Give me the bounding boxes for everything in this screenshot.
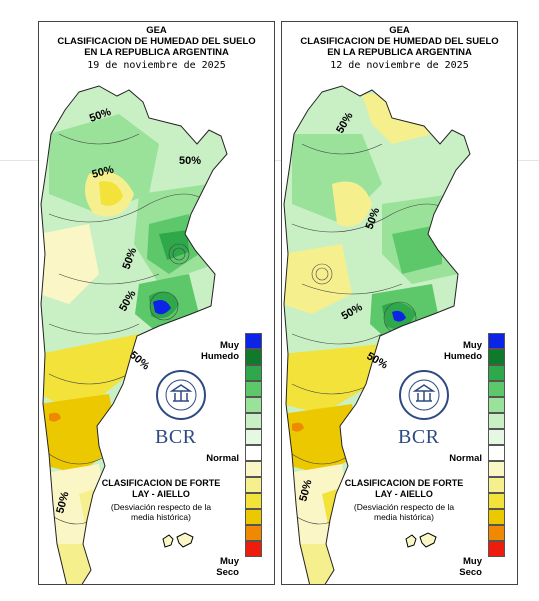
contour-label: 50%: [91, 164, 116, 181]
soil-moisture-map-panel-previous: GEA CLASIFICACION DE HUMEDAD DEL SUELO E…: [281, 21, 518, 585]
contour-label: 50%: [179, 155, 201, 167]
legend-label-normal: Normal: [206, 453, 239, 464]
legend-swatch: [245, 397, 262, 413]
malvinas-islands: [405, 532, 437, 548]
legend-swatch: [488, 493, 505, 509]
map-date: 12 de noviembre de 2025: [330, 60, 469, 71]
legend-swatch: [488, 333, 505, 349]
map-date: 19 de noviembre de 2025: [87, 60, 226, 71]
classification-title: CLASIFICACION DE FORTE LAY - AIELLO: [101, 478, 221, 499]
contour-label: 50%: [297, 478, 314, 503]
legend-swatch: [245, 381, 262, 397]
contour-label: 50%: [54, 490, 71, 515]
header-title: CLASIFICACION DE HUMEDAD DEL SUELO: [300, 36, 499, 47]
legend-label-very-wet: Muy Humedo: [444, 340, 482, 362]
header-org: GEA: [389, 25, 410, 36]
legend-swatch: [245, 461, 262, 477]
moisture-legend: [488, 333, 505, 557]
soil-moisture-map-panel-current: GEA CLASIFICACION DE HUMEDAD DEL SUELO E…: [38, 21, 275, 585]
bcr-logo-text: BCR: [398, 426, 440, 448]
bcr-logo-text: BCR: [155, 426, 197, 448]
legend-swatch: [245, 525, 262, 541]
legend-swatch: [488, 525, 505, 541]
malvinas-islands: [162, 532, 194, 548]
legend-swatch: [488, 429, 505, 445]
legend-label-very-dry: Muy Seco: [216, 556, 239, 578]
legend-swatch: [245, 413, 262, 429]
classification-subtitle: (Desviación respecto de la media históri…: [353, 502, 455, 522]
classification-title: CLASIFICACION DE FORTE LAY - AIELLO: [344, 478, 464, 499]
legend-swatch: [488, 445, 505, 461]
legend-label-very-dry: Muy Seco: [459, 556, 482, 578]
header-subtitle: EN LA REPUBLICA ARGENTINA: [84, 47, 229, 58]
legend-swatch: [245, 333, 262, 349]
header-subtitle: EN LA REPUBLICA ARGENTINA: [327, 47, 472, 58]
legend-swatch: [488, 509, 505, 525]
legend-swatch: [245, 541, 262, 557]
legend-swatch: [245, 349, 262, 365]
legend-swatch: [488, 477, 505, 493]
legend-swatch: [488, 461, 505, 477]
legend-swatch: [488, 413, 505, 429]
legend-swatch: [245, 477, 262, 493]
legend-swatch: [488, 349, 505, 365]
argentina-map: 50% 50% 50% 50% 50% 50% 50%: [40, 85, 228, 584]
bcr-seal-icon: [399, 370, 449, 420]
moisture-legend: [245, 333, 262, 557]
bcr-seal-icon: [156, 370, 206, 420]
legend-swatch: [488, 365, 505, 381]
legend-swatch: [245, 429, 262, 445]
classification-subtitle: (Desviación respecto de la media históri…: [110, 502, 212, 522]
legend-swatch: [245, 445, 262, 461]
legend-label-normal: Normal: [449, 453, 482, 464]
contour-label: 50%: [127, 349, 152, 372]
legend-swatch: [488, 381, 505, 397]
legend-swatch: [245, 365, 262, 381]
argentina-map: 50% 50% 50% 50% 50%: [283, 85, 471, 584]
legend-swatch: [245, 493, 262, 509]
legend-swatch: [488, 541, 505, 557]
legend-swatch: [488, 397, 505, 413]
header-org: GEA: [146, 25, 167, 36]
legend-swatch: [245, 509, 262, 525]
legend-label-very-wet: Muy Humedo: [201, 340, 239, 362]
header-title: CLASIFICACION DE HUMEDAD DEL SUELO: [57, 36, 256, 47]
